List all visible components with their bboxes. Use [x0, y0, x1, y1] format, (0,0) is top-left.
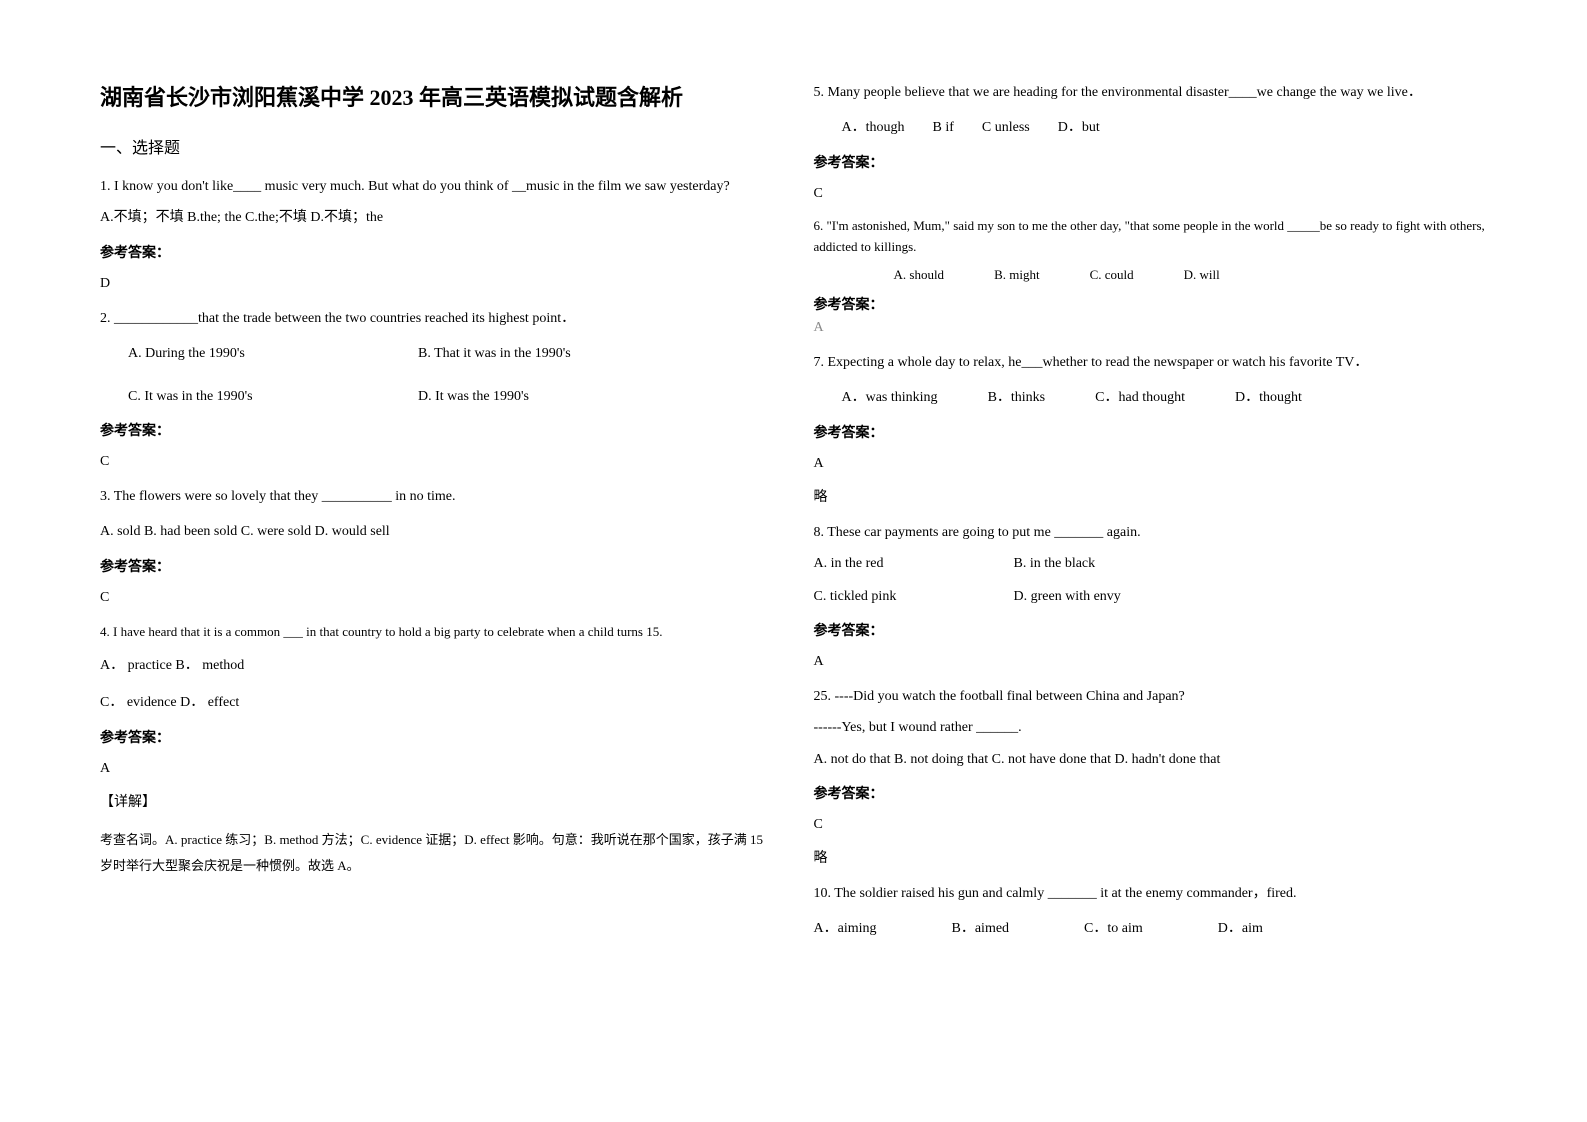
q7-opt-a: A．was thinking	[842, 385, 938, 412]
q5-opt-c: C unless	[982, 115, 1030, 142]
q6-opt-d: D. will	[1184, 263, 1220, 288]
q2-opt-a: A. During the 1990's	[128, 341, 418, 368]
q1-ans-label: 参考答案：	[100, 242, 774, 262]
q4-options1: A． practice B． method	[100, 653, 774, 680]
q25-options: A. not do that B. not doing that C. not …	[814, 747, 1488, 774]
q5-ans-label: 参考答案：	[814, 152, 1488, 172]
q10-opt-c: C．to aim	[1084, 916, 1143, 943]
q4-text: 4. I have heard that it is a common ___ …	[100, 620, 774, 643]
question-4: 4. I have heard that it is a common ___ …	[100, 620, 774, 879]
q6-opt-c: C. could	[1090, 263, 1134, 288]
q7-text: 7. Expecting a whole day to relax, he___…	[814, 350, 1488, 375]
q7-ans: A	[814, 456, 1488, 472]
q2-opt-d: D. It was the 1990's	[418, 384, 774, 411]
q7-opt-c: C．had thought	[1095, 385, 1185, 412]
q2-text: 2. ____________that the trade between th…	[100, 306, 774, 331]
q1-ans: D	[100, 276, 774, 292]
q1-options: A.不填；不填 B.the; the C.the;不填 D.不填；the	[100, 205, 774, 232]
doc-title: 湖南省长沙市浏阳蕉溪中学 2023 年高三英语模拟试题含解析	[100, 80, 774, 112]
q7-ans-label: 参考答案：	[814, 422, 1488, 442]
q6-text: 6. "I'm astonished, Mum," said my son to…	[814, 216, 1488, 258]
q8-options-row2: C. tickled pink D. green with envy	[814, 584, 1488, 611]
question-1: 1. I know you don't like____ music very …	[100, 174, 774, 292]
q3-ans-label: 参考答案：	[100, 556, 774, 576]
q7-options: A．was thinking B．thinks C．had thought D．…	[814, 385, 1488, 412]
q2-options: A. During the 1990's B. That it was in t…	[100, 341, 774, 410]
q1-text: 1. I know you don't like____ music very …	[100, 174, 774, 199]
question-7: 7. Expecting a whole day to relax, he___…	[814, 350, 1488, 506]
q8-opt-c: C. tickled pink	[814, 584, 1014, 611]
q8-ans-label: 参考答案：	[814, 620, 1488, 640]
q4-explain-label: 【详解】	[100, 791, 774, 811]
q25-text1: 25. ----Did you watch the football final…	[814, 684, 1488, 709]
q8-opt-b: B. in the black	[1014, 551, 1096, 578]
q6-options: A. should B. might C. could D. will	[814, 263, 1488, 288]
q5-opt-b: B if	[933, 115, 954, 142]
question-8: 8. These car payments are going to put m…	[814, 520, 1488, 670]
q10-opt-a: A．aiming	[814, 916, 877, 943]
q25-ans-label: 参考答案：	[814, 783, 1488, 803]
q2-ans-label: 参考答案：	[100, 420, 774, 440]
q2-opt-b: B. That it was in the 1990's	[418, 341, 774, 368]
q2-opt-c: C. It was in the 1990's	[128, 384, 418, 411]
q8-options-row1: A. in the red B. in the black	[814, 551, 1488, 578]
question-6: 6. "I'm astonished, Mum," said my son to…	[814, 216, 1488, 336]
q6-opt-a: A. should	[894, 263, 945, 288]
q2-ans: C	[100, 454, 774, 470]
q3-text: 3. The flowers were so lovely that they …	[100, 484, 774, 509]
q8-text: 8. These car payments are going to put m…	[814, 520, 1488, 545]
q8-opt-a: A. in the red	[814, 551, 1014, 578]
q3-ans: C	[100, 590, 774, 606]
q6-ans-label: 参考答案：	[814, 294, 1488, 314]
q4-explain: 考查名词。A. practice 练习；B. method 方法；C. evid…	[100, 827, 774, 879]
q6-ans: A	[814, 320, 1488, 336]
q10-options: A．aiming B．aimed C．to aim D．aim	[814, 916, 1488, 943]
q4-options2: C． evidence D． effect	[100, 690, 774, 717]
q7-opt-b: B．thinks	[988, 385, 1046, 412]
q25-text2: ------Yes, but I wound rather ______.	[814, 715, 1488, 740]
question-10: 10. The soldier raised his gun and calml…	[814, 881, 1488, 943]
q6-opt-b: B. might	[994, 263, 1040, 288]
right-column: 5. Many people believe that we are headi…	[814, 80, 1488, 1082]
question-5: 5. Many people believe that we are headi…	[814, 80, 1488, 202]
left-column: 湖南省长沙市浏阳蕉溪中学 2023 年高三英语模拟试题含解析 一、选择题 1. …	[100, 80, 774, 1082]
q8-ans: A	[814, 654, 1488, 670]
question-2: 2. ____________that the trade between th…	[100, 306, 774, 470]
q3-options: A. sold B. had been sold C. were sold D.…	[100, 519, 774, 546]
q5-text: 5. Many people believe that we are headi…	[814, 80, 1488, 105]
question-3: 3. The flowers were so lovely that they …	[100, 484, 774, 606]
q7-opt-d: D．thought	[1235, 385, 1302, 412]
q25-note: 略	[814, 847, 1488, 867]
q7-note: 略	[814, 486, 1488, 506]
q4-ans: A	[100, 761, 774, 777]
q10-opt-d: D．aim	[1218, 916, 1263, 943]
q4-ans-label: 参考答案：	[100, 727, 774, 747]
question-25: 25. ----Did you watch the football final…	[814, 684, 1488, 867]
section-header: 一、选择题	[100, 134, 774, 158]
q5-opt-a: A．though	[842, 115, 905, 142]
q10-opt-b: B．aimed	[952, 916, 1010, 943]
q8-opt-d: D. green with envy	[1014, 584, 1121, 611]
q5-opt-d: D．but	[1058, 115, 1100, 142]
q10-text: 10. The soldier raised his gun and calml…	[814, 881, 1488, 906]
q5-options: A．though B if C unless D．but	[814, 115, 1488, 142]
q25-ans: C	[814, 817, 1488, 833]
q5-ans: C	[814, 186, 1488, 202]
